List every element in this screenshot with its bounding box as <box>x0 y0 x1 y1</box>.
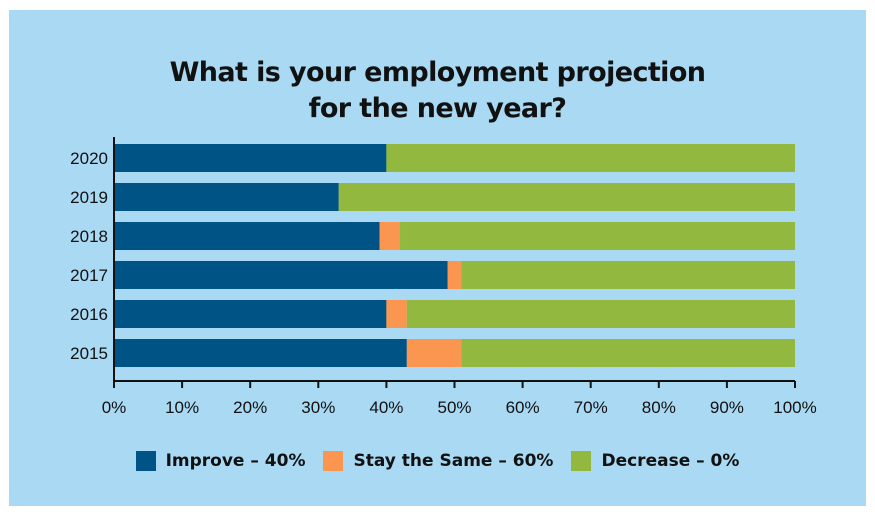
x-tick-label-4: 40% <box>369 398 403 417</box>
y-tick-labels: 2020 2019 2018 2017 2016 2015 <box>70 149 108 363</box>
legend-swatch-improve <box>135 451 156 471</box>
bar-improve-2015 <box>114 339 407 367</box>
chart-title-line-1: What is your employment projection <box>169 57 706 88</box>
x-tick-label-1: 10% <box>165 398 199 417</box>
legend-item-decrease: Decrease – 0% <box>571 451 739 471</box>
bars-layer <box>114 144 795 367</box>
x-tick-label-5: 50% <box>437 398 471 417</box>
stacked-bar-chart: 2020 2019 2018 2017 2016 2015 0% 10% 20% 30% 40% 5… <box>70 137 817 417</box>
y-tick-label-2015: 2015 <box>70 344 108 363</box>
bar-stay-the-same-2015 <box>406 339 462 367</box>
x-tick-label-10: 100% <box>773 398 816 417</box>
bar-decrease-2020 <box>386 144 795 172</box>
chart-panel: What is your employment projection for t… <box>9 10 866 506</box>
legend-label-improve: Improve – 40% <box>165 451 306 471</box>
x-tick-label-7: 70% <box>574 398 608 417</box>
legend-item-stay-the-same: Stay the Same – 60% <box>323 451 553 471</box>
bar-stay-the-same-2018 <box>379 222 401 250</box>
bar-improve-2020 <box>114 144 387 172</box>
x-tick-label-9: 90% <box>710 398 744 417</box>
x-tick-label-0: 0% <box>102 398 127 417</box>
x-tick-label-3: 30% <box>301 398 335 417</box>
x-tick-label-8: 80% <box>642 398 676 417</box>
x-tick-label-6: 60% <box>506 398 540 417</box>
legend-item-improve: Improve – 40% <box>135 451 306 471</box>
axes-layer <box>113 137 796 388</box>
bar-decrease-2019 <box>338 183 795 211</box>
legend: Improve – 40% Stay the Same – 60% Decrea… <box>9 451 866 471</box>
legend-label-stay-the-same: Stay the Same – 60% <box>353 451 554 471</box>
chart-title-line-2: for the new year? <box>308 93 567 124</box>
legend-label-decrease: Decrease – 0% <box>601 451 740 471</box>
legend-swatch-decrease <box>571 451 592 471</box>
bar-decrease-2015 <box>461 339 795 367</box>
legend-swatch-stay-the-same <box>323 451 344 471</box>
x-tick-labels: 0% 10% 20% 30% 40% 50% 60% 70% 80% 90% 100% <box>102 398 817 417</box>
y-tick-label-2016: 2016 <box>70 305 108 324</box>
y-tick-label-2020: 2020 <box>70 149 108 168</box>
chart-title: What is your employment projection for t… <box>9 55 866 127</box>
bar-decrease-2017 <box>461 261 795 289</box>
bar-stay-the-same-2017 <box>447 261 462 289</box>
bar-decrease-2018 <box>400 222 795 250</box>
bar-improve-2016 <box>114 300 387 328</box>
bar-improve-2018 <box>114 222 380 250</box>
y-tick-label-2017: 2017 <box>70 266 108 285</box>
bar-decrease-2016 <box>406 300 795 328</box>
bar-improve-2017 <box>114 261 448 289</box>
bar-improve-2019 <box>114 183 339 211</box>
bar-stay-the-same-2016 <box>386 300 407 328</box>
y-tick-label-2018: 2018 <box>70 227 108 246</box>
x-tick-label-2: 20% <box>233 398 267 417</box>
y-tick-label-2019: 2019 <box>70 188 108 207</box>
